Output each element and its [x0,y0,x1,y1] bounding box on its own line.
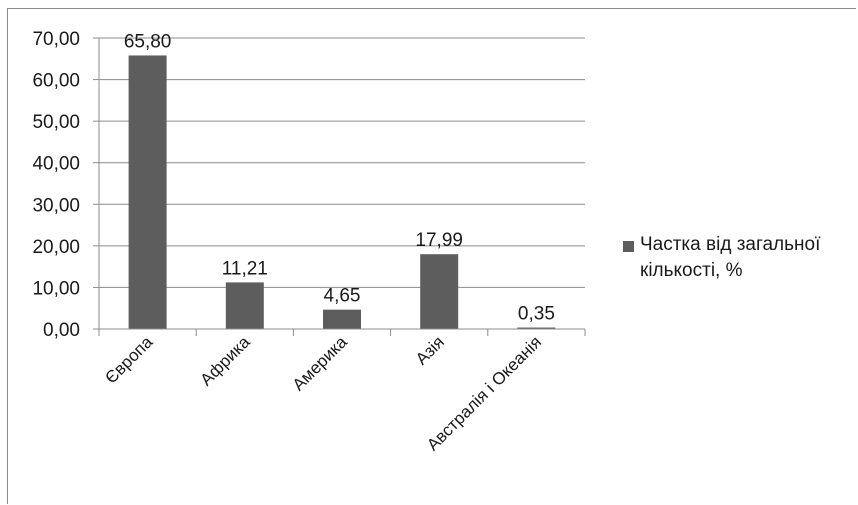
data-label: 11,21 [222,258,268,279]
x-tick-label: Азія [412,332,448,368]
y-tick-label: 10,00 [32,278,80,299]
bar [517,327,556,329]
bar [323,309,361,329]
data-label: 17,99 [415,230,463,251]
y-tick-label: 50,00 [32,112,80,133]
data-label: 0,35 [518,304,555,325]
chart-frame [7,8,856,504]
x-tick-label: Америка [289,332,351,394]
y-tick-label: 30,00 [32,195,80,216]
data-label: 65,80 [124,31,172,52]
legend: Частка від загальної кількості, % [622,232,852,284]
y-axis-ticks: 0,00 10,00 20,00 30,00 40,00 50,00 60,00 70,00 [32,29,99,341]
data-label: 4,65 [324,286,361,307]
bars [128,55,556,330]
y-tick-label: 60,00 [32,71,80,92]
y-tick-label: 20,00 [32,237,80,258]
data-labels: 65,80 11,21 4,65 17,99 0,35 [124,31,555,324]
legend-label: Частка від загальної кількості, % [640,234,821,281]
bar [420,254,459,329]
bar [225,282,264,329]
y-tick-label: 40,00 [32,154,80,175]
y-tick-label: 70,00 [32,29,80,50]
x-tick-label: Європа [101,332,156,387]
y-tick-label: 0,00 [43,320,80,341]
bar [128,55,167,330]
gridlines [99,37,585,288]
axes [98,38,585,330]
x-tick-label: Африка [197,332,254,389]
legend-swatch [623,241,634,252]
